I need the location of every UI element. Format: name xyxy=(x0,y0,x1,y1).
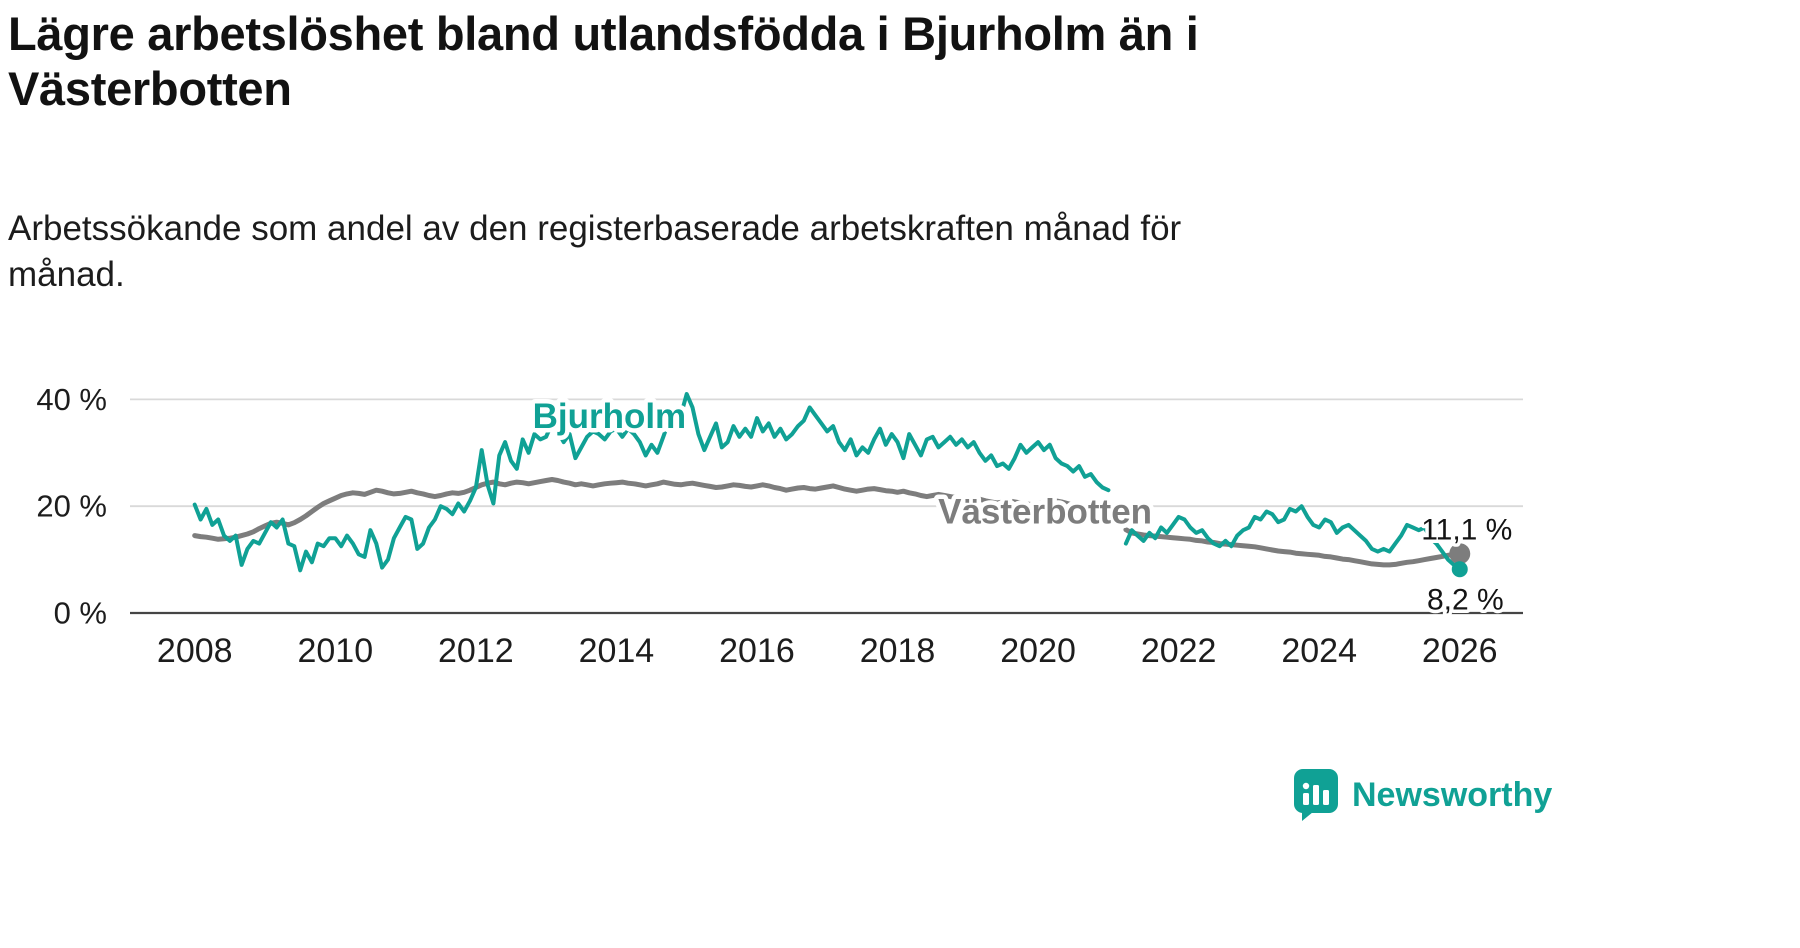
x-tick-label: 2008 xyxy=(157,632,233,670)
end-dot-bjurholm xyxy=(1451,561,1468,578)
x-tick-label: 2016 xyxy=(719,632,795,670)
newsworthy-logo: Newsworthy xyxy=(1293,768,1552,822)
y-tick-label: 0 % xyxy=(54,596,107,631)
series-line-västerbotten xyxy=(192,477,1463,568)
newsworthy-logo-icon xyxy=(1294,769,1338,821)
y-tick-label: 20 % xyxy=(36,489,107,524)
x-tick-label: 2020 xyxy=(1000,632,1076,670)
x-tick-label: 2012 xyxy=(438,632,514,670)
series-label-västerbotten: Västerbotten xyxy=(938,493,1152,532)
x-tick-label: 2018 xyxy=(860,632,936,670)
x-tick-label: 2024 xyxy=(1281,632,1357,670)
newsworthy-logo-text: Newsworthy xyxy=(1352,776,1553,814)
series-label-bjurholm: Bjurholm xyxy=(533,397,687,436)
page-title: Lägre arbetslöshet bland utlandsfödda i … xyxy=(8,7,1199,116)
x-tick-label: 2026 xyxy=(1422,632,1498,670)
annotation-label: 11,1 % xyxy=(1421,514,1512,547)
x-tick-label: 2022 xyxy=(1141,632,1217,670)
chart-subtitle: Arbetssökande som andel av den registerb… xyxy=(8,209,1182,295)
series-line-bjurholm xyxy=(192,392,1462,573)
x-tick-label: 2014 xyxy=(579,632,655,670)
annotation-label: 8,2 % xyxy=(1427,584,1504,617)
end-dot-västerbotten xyxy=(1449,543,1471,565)
y-tick-label: 40 % xyxy=(36,382,107,417)
x-tick-label: 2010 xyxy=(297,632,373,670)
